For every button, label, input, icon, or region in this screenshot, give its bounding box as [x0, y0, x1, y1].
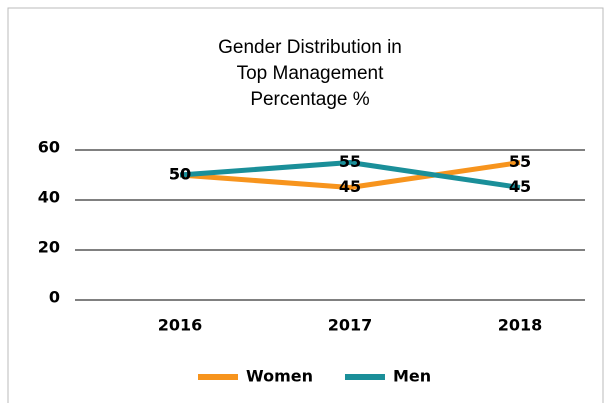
- y-tick-label: 20: [38, 238, 60, 257]
- data-label: 55: [339, 152, 361, 171]
- data-label: 50: [169, 165, 191, 184]
- x-tick-label: 2016: [158, 316, 203, 335]
- chart-title: Percentage %: [250, 89, 369, 110]
- data-line: [179, 160, 521, 190]
- x-tick-label: 2018: [498, 316, 543, 335]
- legend-label: Women: [246, 367, 313, 386]
- chart-title: Top Management: [237, 63, 385, 84]
- data-label: 45: [509, 177, 531, 196]
- y-tick-label: 60: [38, 138, 60, 157]
- data-label: 55: [509, 152, 531, 171]
- legend-label: Men: [393, 367, 431, 386]
- y-tick-label: 40: [38, 188, 60, 207]
- chart-frame: [7, 7, 604, 403]
- chart-title: Gender Distribution in: [218, 37, 402, 58]
- data-label: 45: [339, 177, 361, 196]
- data-line: [179, 160, 521, 190]
- data-label: 50: [169, 165, 191, 184]
- y-tick-label: 0: [49, 288, 60, 307]
- x-tick-label: 2017: [328, 316, 373, 335]
